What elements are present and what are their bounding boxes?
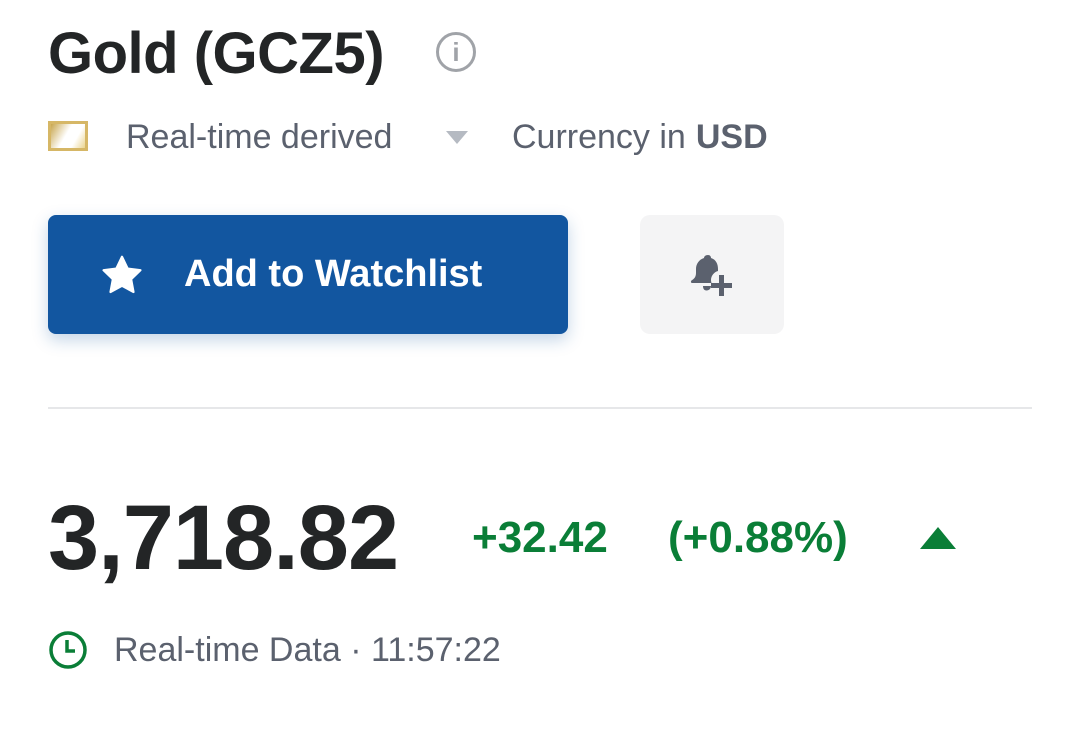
- currency-info: Currency in USD: [512, 114, 768, 160]
- arrow-up-icon: [920, 527, 956, 549]
- data-status: Real-time Data · 11:57:22: [114, 631, 501, 669]
- add-to-watchlist-button[interactable]: Add to Watchlist: [48, 215, 568, 334]
- last-price: 3,718.82: [48, 487, 399, 589]
- clock-icon: [49, 631, 87, 669]
- info-icon[interactable]: i: [436, 32, 476, 72]
- create-alert-button[interactable]: [640, 215, 784, 334]
- bell-plus-icon: [690, 254, 732, 296]
- gold-flag-icon: [48, 121, 88, 151]
- currency-label: Currency in: [512, 118, 686, 156]
- price-change: +32.42: [472, 513, 608, 562]
- watchlist-label: Add to Watchlist: [184, 253, 483, 295]
- data-source-dropdown[interactable]: Real-time derived: [126, 118, 393, 156]
- caret-down-icon[interactable]: [446, 131, 468, 144]
- currency-value: USD: [695, 118, 768, 156]
- star-icon: [102, 255, 142, 293]
- price-change-percent: (+0.88%): [668, 513, 848, 562]
- page-title: Gold (GCZ5): [48, 21, 385, 86]
- divider: [48, 407, 1032, 409]
